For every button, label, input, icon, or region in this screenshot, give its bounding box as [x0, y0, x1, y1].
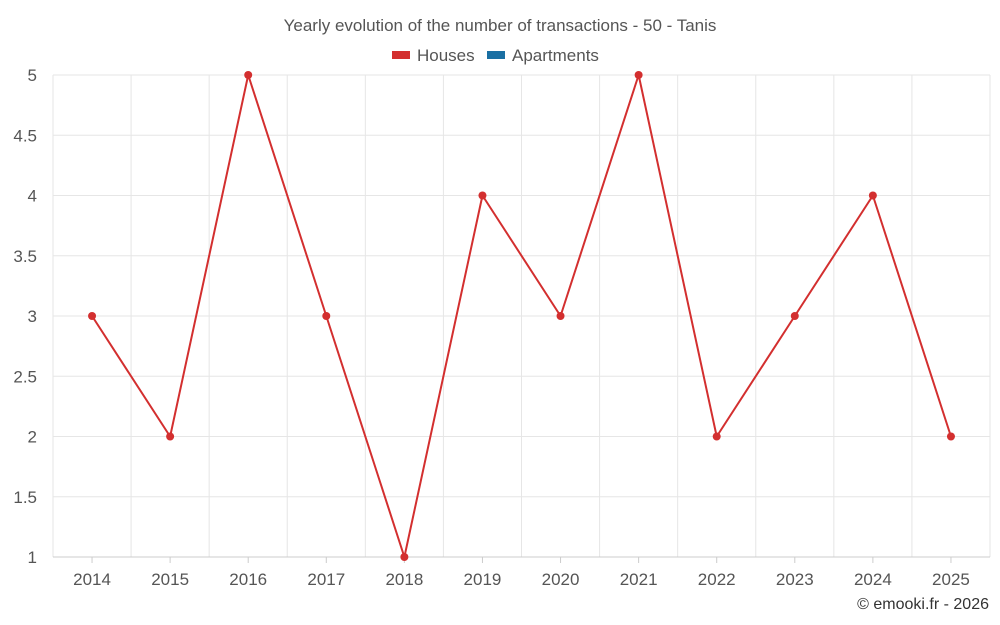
- data-point-houses-2025[interactable]: [946, 432, 955, 441]
- x-tick-label: 2020: [542, 570, 580, 589]
- legend-swatch-apartments: [487, 51, 505, 59]
- data-point-houses-2020[interactable]: [556, 312, 565, 320]
- legend-swatch-houses: [392, 51, 410, 59]
- y-tick-label: 3: [28, 307, 37, 326]
- legend-item-houses[interactable]: Houses: [392, 46, 475, 65]
- y-tick-label: 3.5: [13, 247, 37, 266]
- x-tick-label: 2017: [307, 570, 345, 589]
- y-tick-label: 1.5: [13, 488, 37, 507]
- credit-text: © emooki.fr - 2026: [857, 596, 989, 613]
- y-tick-label: 4: [28, 187, 37, 206]
- data-point-houses-2015[interactable]: [166, 432, 175, 441]
- y-tick-label: 4.5: [13, 126, 37, 145]
- x-tick-label: 2024: [854, 570, 892, 589]
- x-tick-label: 2014: [73, 570, 111, 589]
- x-tick-label: 2023: [776, 570, 814, 589]
- x-tick-label: 2021: [620, 570, 658, 589]
- series-line-houses: [91, 74, 952, 558]
- data-point-houses-2017[interactable]: [322, 312, 331, 320]
- data-point-houses-2021[interactable]: [634, 71, 643, 79]
- data-point-houses-2023[interactable]: [790, 312, 799, 320]
- legend: Houses Apartments: [392, 46, 599, 65]
- chart-title: Yearly evolution of the number of transa…: [284, 16, 717, 35]
- grid: [52, 74, 991, 557]
- data-point-houses-2024[interactable]: [868, 191, 877, 200]
- series-layer: [88, 71, 955, 561]
- data-point-houses-2016[interactable]: [244, 71, 253, 79]
- y-tick-label: 1: [28, 548, 37, 567]
- x-tick-label: 2019: [464, 570, 502, 589]
- x-tick-label: 2015: [151, 570, 189, 589]
- data-point-houses-2014[interactable]: [88, 312, 97, 320]
- y-tick-label: 5: [28, 66, 37, 85]
- legend-label-houses: Houses: [417, 46, 475, 65]
- y-tick-label: 2.5: [13, 367, 37, 386]
- legend-label-apartments: Apartments: [512, 46, 599, 65]
- x-tick-label: 2022: [698, 570, 736, 589]
- x-tick-label: 2016: [229, 570, 267, 589]
- x-tick-label: 2018: [385, 570, 423, 589]
- y-tick-label: 2: [28, 428, 37, 447]
- x-axis: 2014 2015 2016 2017 2018 2019 2020 2021 2022 2023…: [53, 556, 990, 589]
- data-point-houses-2019[interactable]: [478, 191, 487, 200]
- x-tick-label: 2025: [932, 570, 970, 589]
- legend-item-apartments[interactable]: Apartments: [487, 46, 599, 65]
- y-axis: 1 1.5 2 2.5 3 3.5 4 4.5 5: [13, 66, 37, 567]
- data-point-houses-2022[interactable]: [712, 432, 721, 441]
- data-point-houses-2018[interactable]: [400, 553, 409, 561]
